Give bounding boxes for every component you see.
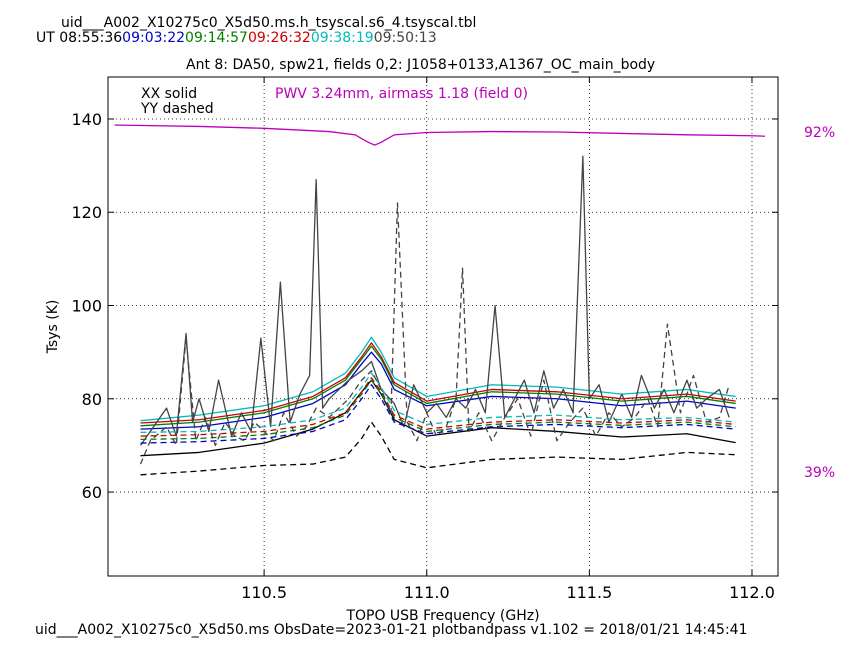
legend-entry-0: XX solid — [141, 86, 197, 102]
pwv-annotation: PWV 3.24mm, airmass 1.18 (field 0) — [275, 86, 528, 102]
ut-times: 08:55:3609:03:2209:14:5709:26:3209:38:19… — [59, 30, 436, 46]
series-line-xx-5 — [139, 155, 730, 446]
ut-time-2: 09:14:57 — [185, 30, 248, 46]
x-tick-label-3: 112.0 — [729, 583, 775, 602]
series-line-yy-10 — [140, 421, 736, 476]
x-tick-label-1: 111.0 — [404, 583, 450, 602]
plot-frame — [107, 76, 779, 577]
ut-time-0: 08:55:36 — [59, 30, 123, 46]
transmission-min-label: 39% — [804, 465, 835, 481]
y-tick-label-2: 100 — [71, 297, 102, 316]
x-tick-label-2: 111.5 — [566, 583, 612, 602]
x-axis-label: TOPO USB Frequency (GHz) — [345, 608, 539, 624]
series-line-yy-11 — [139, 202, 730, 465]
y-axis-label: Tsys (K) — [45, 300, 61, 355]
footer-info: uid___A002_X10275c0_X5d50.ms ObsDate=202… — [35, 622, 748, 638]
ut-time-4: 09:38:19 — [310, 30, 374, 46]
chart-title: uid___A002_X10275c0_X5d50.ms.h_tsyscal.s… — [61, 15, 477, 31]
ut-time-1: 09:03:22 — [122, 30, 186, 46]
series-line-xx-2 — [140, 345, 736, 427]
y-tick-label-1: 80 — [82, 390, 102, 409]
series-line-xx-3 — [140, 351, 736, 430]
series-line-yy-6 — [140, 372, 736, 434]
y-tick-label-3: 120 — [71, 203, 102, 222]
series-line-xx-0 — [140, 336, 736, 422]
ut-time-row: UT 08:55:3609:03:2209:14:5709:26:3209:38… — [36, 31, 437, 45]
series-line-xx-4 — [140, 379, 736, 457]
legend-entry-1: YY dashed — [140, 101, 214, 117]
series-line-yy-8 — [140, 379, 736, 441]
transmission-curve — [114, 124, 766, 146]
x-tick-label-0: 110.5 — [241, 583, 287, 602]
ut-prefix: UT — [36, 30, 55, 46]
ut-time-5: 09:50:13 — [373, 30, 437, 46]
y-tick-label-0: 60 — [82, 483, 102, 502]
series-line-xx-1 — [140, 342, 736, 424]
transmission-max-label: 92% — [804, 125, 835, 141]
series-line-yy-7 — [140, 377, 736, 437]
y-tick-label-4: 140 — [71, 110, 102, 129]
series-line-yy-9 — [140, 384, 736, 444]
chart-subtitle: Ant 8: DA50, spw21, fields 0,2: J1058+01… — [186, 57, 656, 73]
ut-time-3: 09:26:32 — [247, 30, 311, 46]
